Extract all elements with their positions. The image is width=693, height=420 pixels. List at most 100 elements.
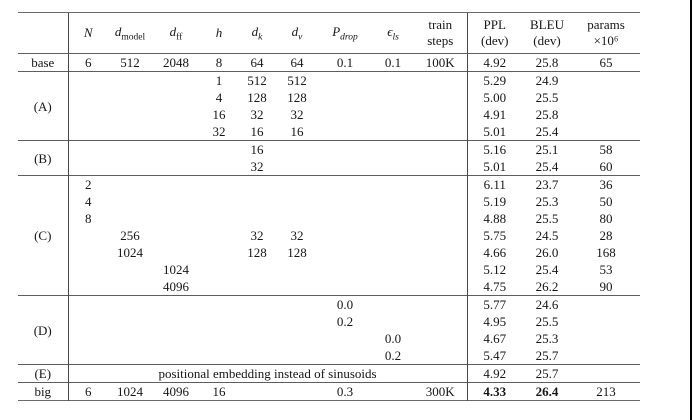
table-cell: 4096 (163, 384, 189, 399)
table-cell: 128 (287, 245, 307, 260)
table-cell: 213 (596, 384, 616, 399)
table-cell (414, 313, 467, 330)
table-cell: 4.92 (466, 53, 522, 72)
header-subscript: model (121, 32, 146, 43)
table-cell: 0.1 (384, 55, 402, 70)
table-cell (108, 158, 152, 176)
table-cell (152, 141, 200, 159)
table-cell: 4096 (163, 279, 189, 294)
header-symbol: d (251, 23, 259, 39)
section-a: (A) 1 512 512 5.29 24.9 4 128 128 5.00 25.5 16 32 32 4… (18, 71, 640, 141)
table-cell (152, 106, 200, 123)
header-symbol: ϵ (387, 23, 393, 39)
col-header-label (18, 12, 68, 54)
table-cell: 16 (212, 384, 226, 399)
table-cell (318, 123, 372, 141)
table-cell (200, 330, 238, 347)
table-cell (372, 261, 414, 278)
table-row: 1024 128 128 4.66 26.0 168 (18, 244, 640, 261)
table-cell: 32 (290, 228, 304, 243)
table-cell (318, 89, 372, 106)
table-cell: 0.1 (336, 55, 354, 70)
table-cell: 1 (215, 73, 223, 88)
table-cell (572, 365, 640, 383)
table-cell (238, 193, 276, 210)
table-cell: 5.77 (466, 295, 522, 313)
header-line1: PPL (483, 17, 506, 32)
table-cell: 5.01 (466, 123, 522, 141)
table-cell (372, 193, 414, 210)
row-label: base (31, 55, 55, 70)
row-label: big (34, 384, 52, 399)
table-cell: 25.4 (535, 124, 559, 139)
table-cell (200, 193, 238, 210)
table-cell (276, 330, 318, 347)
table-cell (108, 330, 152, 347)
table-cell (200, 210, 238, 227)
header-line1: BLEU (530, 17, 564, 32)
table-cell: 0.2 (336, 314, 354, 329)
table-cell: 64 (290, 55, 304, 70)
table-cell (318, 141, 372, 159)
table-row: 4096 4.75 26.2 90 (18, 278, 640, 296)
table-cell (152, 244, 200, 261)
table-cell: 512 (247, 73, 267, 88)
section-c: (C) 2 6.11 23.7 36 4 5.19 25.3 50 8 4.88 25.5 80 256 3… (18, 175, 640, 296)
table-cell (414, 261, 467, 278)
table-row: 0.0 4.67 25.3 (18, 330, 640, 347)
table-cell (238, 347, 276, 365)
table-cell: 24.9 (535, 73, 559, 88)
table-cell (67, 278, 108, 296)
header-symbol: d (291, 23, 299, 39)
table-cell: 300K (425, 384, 455, 399)
table-cell (200, 158, 238, 176)
table-cell: 90 (599, 279, 613, 294)
table-cell: 4.75 (466, 278, 522, 296)
table-cell: 6.11 (466, 175, 522, 193)
table-cell: 4.33 (466, 382, 522, 401)
table-row: 32 16 16 5.01 25.4 (18, 123, 640, 141)
table-row: (C) 2 6.11 23.7 36 (18, 175, 640, 243)
table-cell: 25.1 (535, 142, 559, 157)
table-cell: 25.8 (535, 107, 559, 122)
table-cell (276, 193, 318, 210)
table-cell (238, 313, 276, 330)
table-cell: 4.67 (466, 330, 522, 347)
table-cell (152, 347, 200, 365)
col-header-N: N (67, 12, 108, 54)
table-cell (414, 158, 467, 176)
table-cell (572, 296, 640, 314)
table-cell (572, 106, 640, 123)
table-cell (372, 72, 414, 90)
page-edge-line (690, 0, 692, 420)
table-cell: 4.95 (466, 313, 522, 330)
table-cell (108, 176, 152, 194)
table-cell: 4.66 (466, 244, 522, 261)
table-cell (200, 141, 238, 159)
table-cell (108, 193, 152, 210)
table-cell: 16 (250, 124, 264, 139)
table-cell: 50 (599, 194, 613, 209)
table-cell (200, 313, 238, 330)
table-cell: 2 (67, 175, 108, 193)
table-cell: 5.01 (466, 158, 522, 176)
table-cell (372, 296, 414, 314)
row-label: (A) (33, 98, 52, 114)
table-cell: 256 (120, 228, 140, 243)
table-cell (200, 347, 238, 365)
table-cell (318, 278, 372, 296)
table-cell (572, 123, 640, 141)
table-cell: 100K (425, 55, 455, 70)
table-cell (572, 313, 640, 330)
table-cell (414, 278, 467, 296)
table-cell (318, 106, 372, 123)
table-cell: 32 (250, 159, 264, 174)
table-cell (372, 176, 414, 194)
table-cell (372, 89, 414, 106)
table-cell (276, 158, 318, 176)
table-cell (152, 176, 200, 194)
table-cell: 65 (599, 55, 613, 70)
table-cell: 25.5 (535, 90, 559, 105)
table-cell (372, 210, 414, 227)
table-cell (414, 296, 467, 314)
